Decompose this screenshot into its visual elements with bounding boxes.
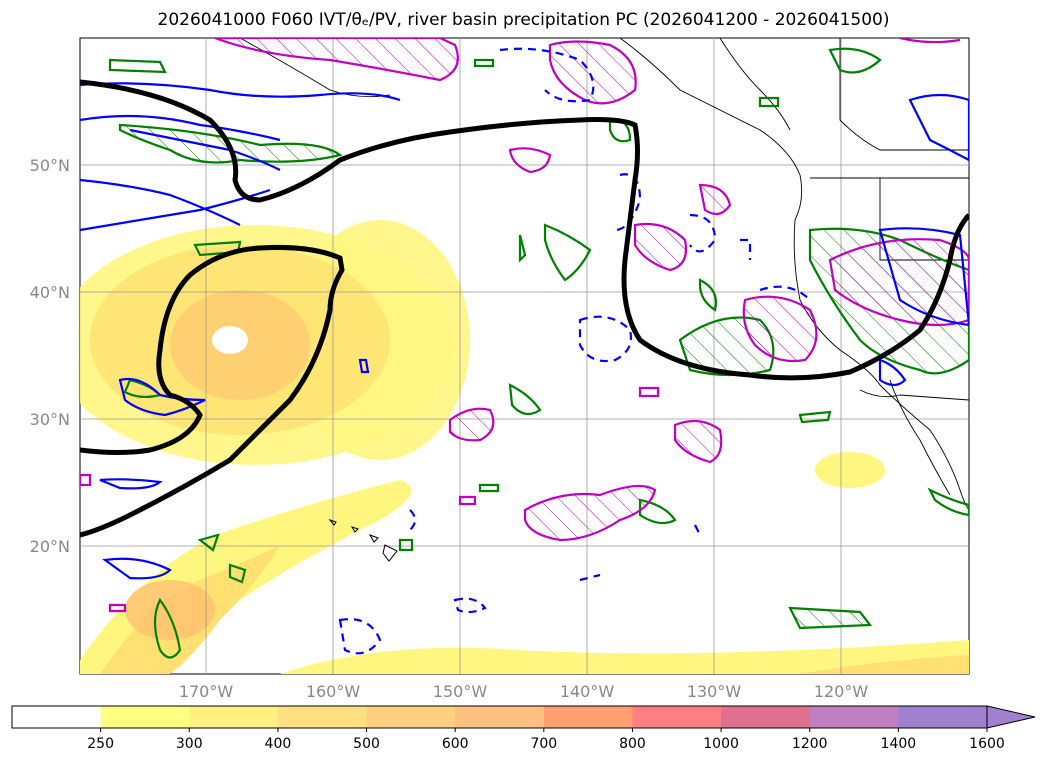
colorbar-segment (898, 706, 988, 728)
pv-dashed-contours (338, 47, 811, 655)
colorbar-tick-label: 400 (265, 736, 292, 752)
colorbar-segment (277, 706, 368, 728)
colorbar-segment (632, 706, 722, 728)
graticule (80, 38, 969, 674)
colorbar-segment (366, 706, 456, 728)
colorbar-tick-label: 1000 (703, 736, 739, 752)
map-panel[interactable] (55, 37, 970, 675)
latitude-labels: 50°N 40°N 30°N 20°N (30, 156, 70, 556)
colorbar-tick-label: 1400 (881, 736, 917, 752)
lon-label-120w: 120°W (814, 682, 869, 701)
map-title: 2026041000 F060 IVT/θₑ/PV, river basin p… (157, 10, 890, 30)
lat-label-20: 20°N (30, 537, 70, 556)
colorbar-segment (455, 706, 545, 728)
coastlines (239, 38, 969, 511)
colorbar: 250 300 400 500 600 700 800 1000 1200 1400 1600 (11, 705, 1036, 752)
colorbar-segment (543, 706, 633, 728)
hawaii-islands (328, 518, 398, 562)
colorbar-segment (12, 706, 102, 728)
colorbar-tick-label: 1200 (792, 736, 828, 752)
colorbar-extend-arrow (986, 705, 1036, 729)
lon-label-130w: 130°W (687, 682, 742, 701)
colorbar-segment (721, 706, 811, 728)
lon-label-170w: 170°W (179, 682, 234, 701)
lon-label-140w: 140°W (560, 682, 615, 701)
colorbar-segment (809, 706, 899, 728)
colorbar-tick-label: 800 (619, 736, 646, 752)
lat-label-30: 30°N (30, 410, 70, 429)
colorbar-tick-label: 1600 (969, 736, 1005, 752)
lon-label-160w: 160°W (306, 682, 361, 701)
colorbar-tick-label: 600 (442, 736, 469, 752)
colorbar-tick-label: 300 (176, 736, 203, 752)
colorbar-segment (189, 706, 279, 728)
colorbar-tick-label: 700 (530, 736, 557, 752)
colorbar-tick-label: 500 (353, 736, 380, 752)
ivt-shading (80, 220, 969, 674)
pv-contours (80, 82, 969, 580)
longitude-labels: 170°W 160°W 150°W 140°W 130°W 120°W (179, 682, 869, 701)
lat-label-40: 40°N (30, 283, 70, 302)
colorbar-outline (11, 705, 988, 729)
lat-label-50: 50°N (30, 156, 70, 175)
theta-e-contours (80, 79, 969, 538)
colorbar-tick-label: 250 (87, 736, 114, 752)
colorbar-segment (100, 706, 190, 728)
lon-label-150w: 150°W (433, 682, 488, 701)
